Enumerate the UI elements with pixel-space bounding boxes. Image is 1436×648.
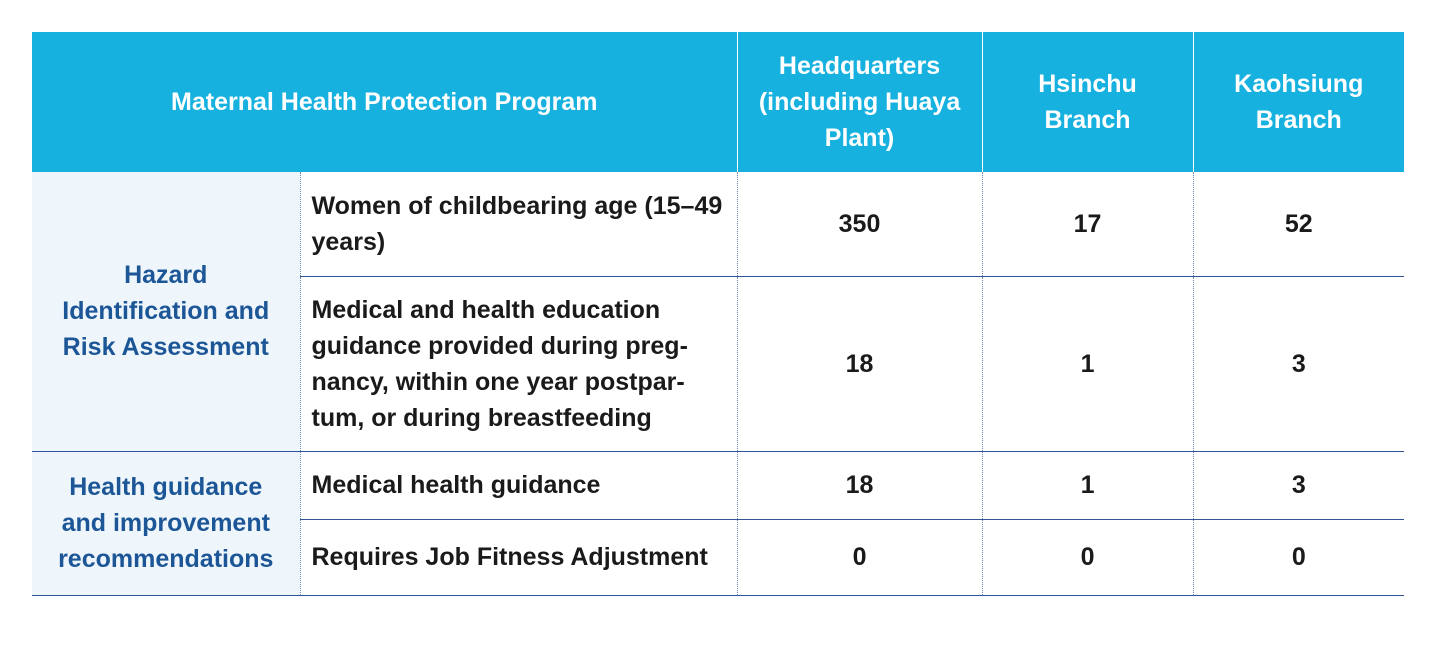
value-kaohsiung: 0 [1192, 519, 1405, 596]
value-hsinchu: 0 [981, 519, 1194, 596]
header-hsinchu: Hsinchu Branch [981, 32, 1194, 172]
table-row: Medical and health education guidance pr… [32, 276, 1405, 452]
value-headquarters: 18 [736, 276, 983, 452]
value-hsinchu: 17 [981, 172, 1194, 277]
row-label: Women of childbearing age (15–49 years) [299, 172, 738, 277]
row-label: Requires Job Fitness Adjustment [299, 519, 738, 596]
header-row: Maternal Health Protection Program Headq… [32, 32, 1405, 172]
value-headquarters: 0 [736, 519, 983, 596]
value-hsinchu: 1 [981, 451, 1194, 520]
value-kaohsiung: 3 [1192, 276, 1405, 452]
row-label: Medical health guidance [299, 451, 738, 520]
header-kaohsiung: Kaohsiung Branch [1192, 32, 1405, 172]
value-headquarters: 350 [736, 172, 983, 277]
value-kaohsiung: 52 [1192, 172, 1405, 277]
table-row: Health guidance and improvement recommen… [32, 451, 1405, 596]
header-headquarters: Headquarters (including Huaya Plant) [736, 32, 983, 172]
maternal-health-table: Maternal Health Protection Program Headq… [32, 32, 1405, 596]
table-row: Requires Job Fitness Adjustment 0 0 0 [32, 519, 1405, 596]
category-health-guidance: Health guidance and improvement recommen… [32, 451, 300, 596]
value-headquarters: 18 [736, 451, 983, 520]
category-hazard-identification: Hazard Identification and Risk Assessmen… [32, 172, 300, 452]
header-program: Maternal Health Protection Program [32, 32, 738, 172]
value-kaohsiung: 3 [1192, 451, 1405, 520]
value-hsinchu: 1 [981, 276, 1194, 452]
table-row: Hazard Identification and Risk Assessmen… [32, 172, 1405, 452]
row-label: Medical and health education guidance pr… [299, 276, 738, 452]
